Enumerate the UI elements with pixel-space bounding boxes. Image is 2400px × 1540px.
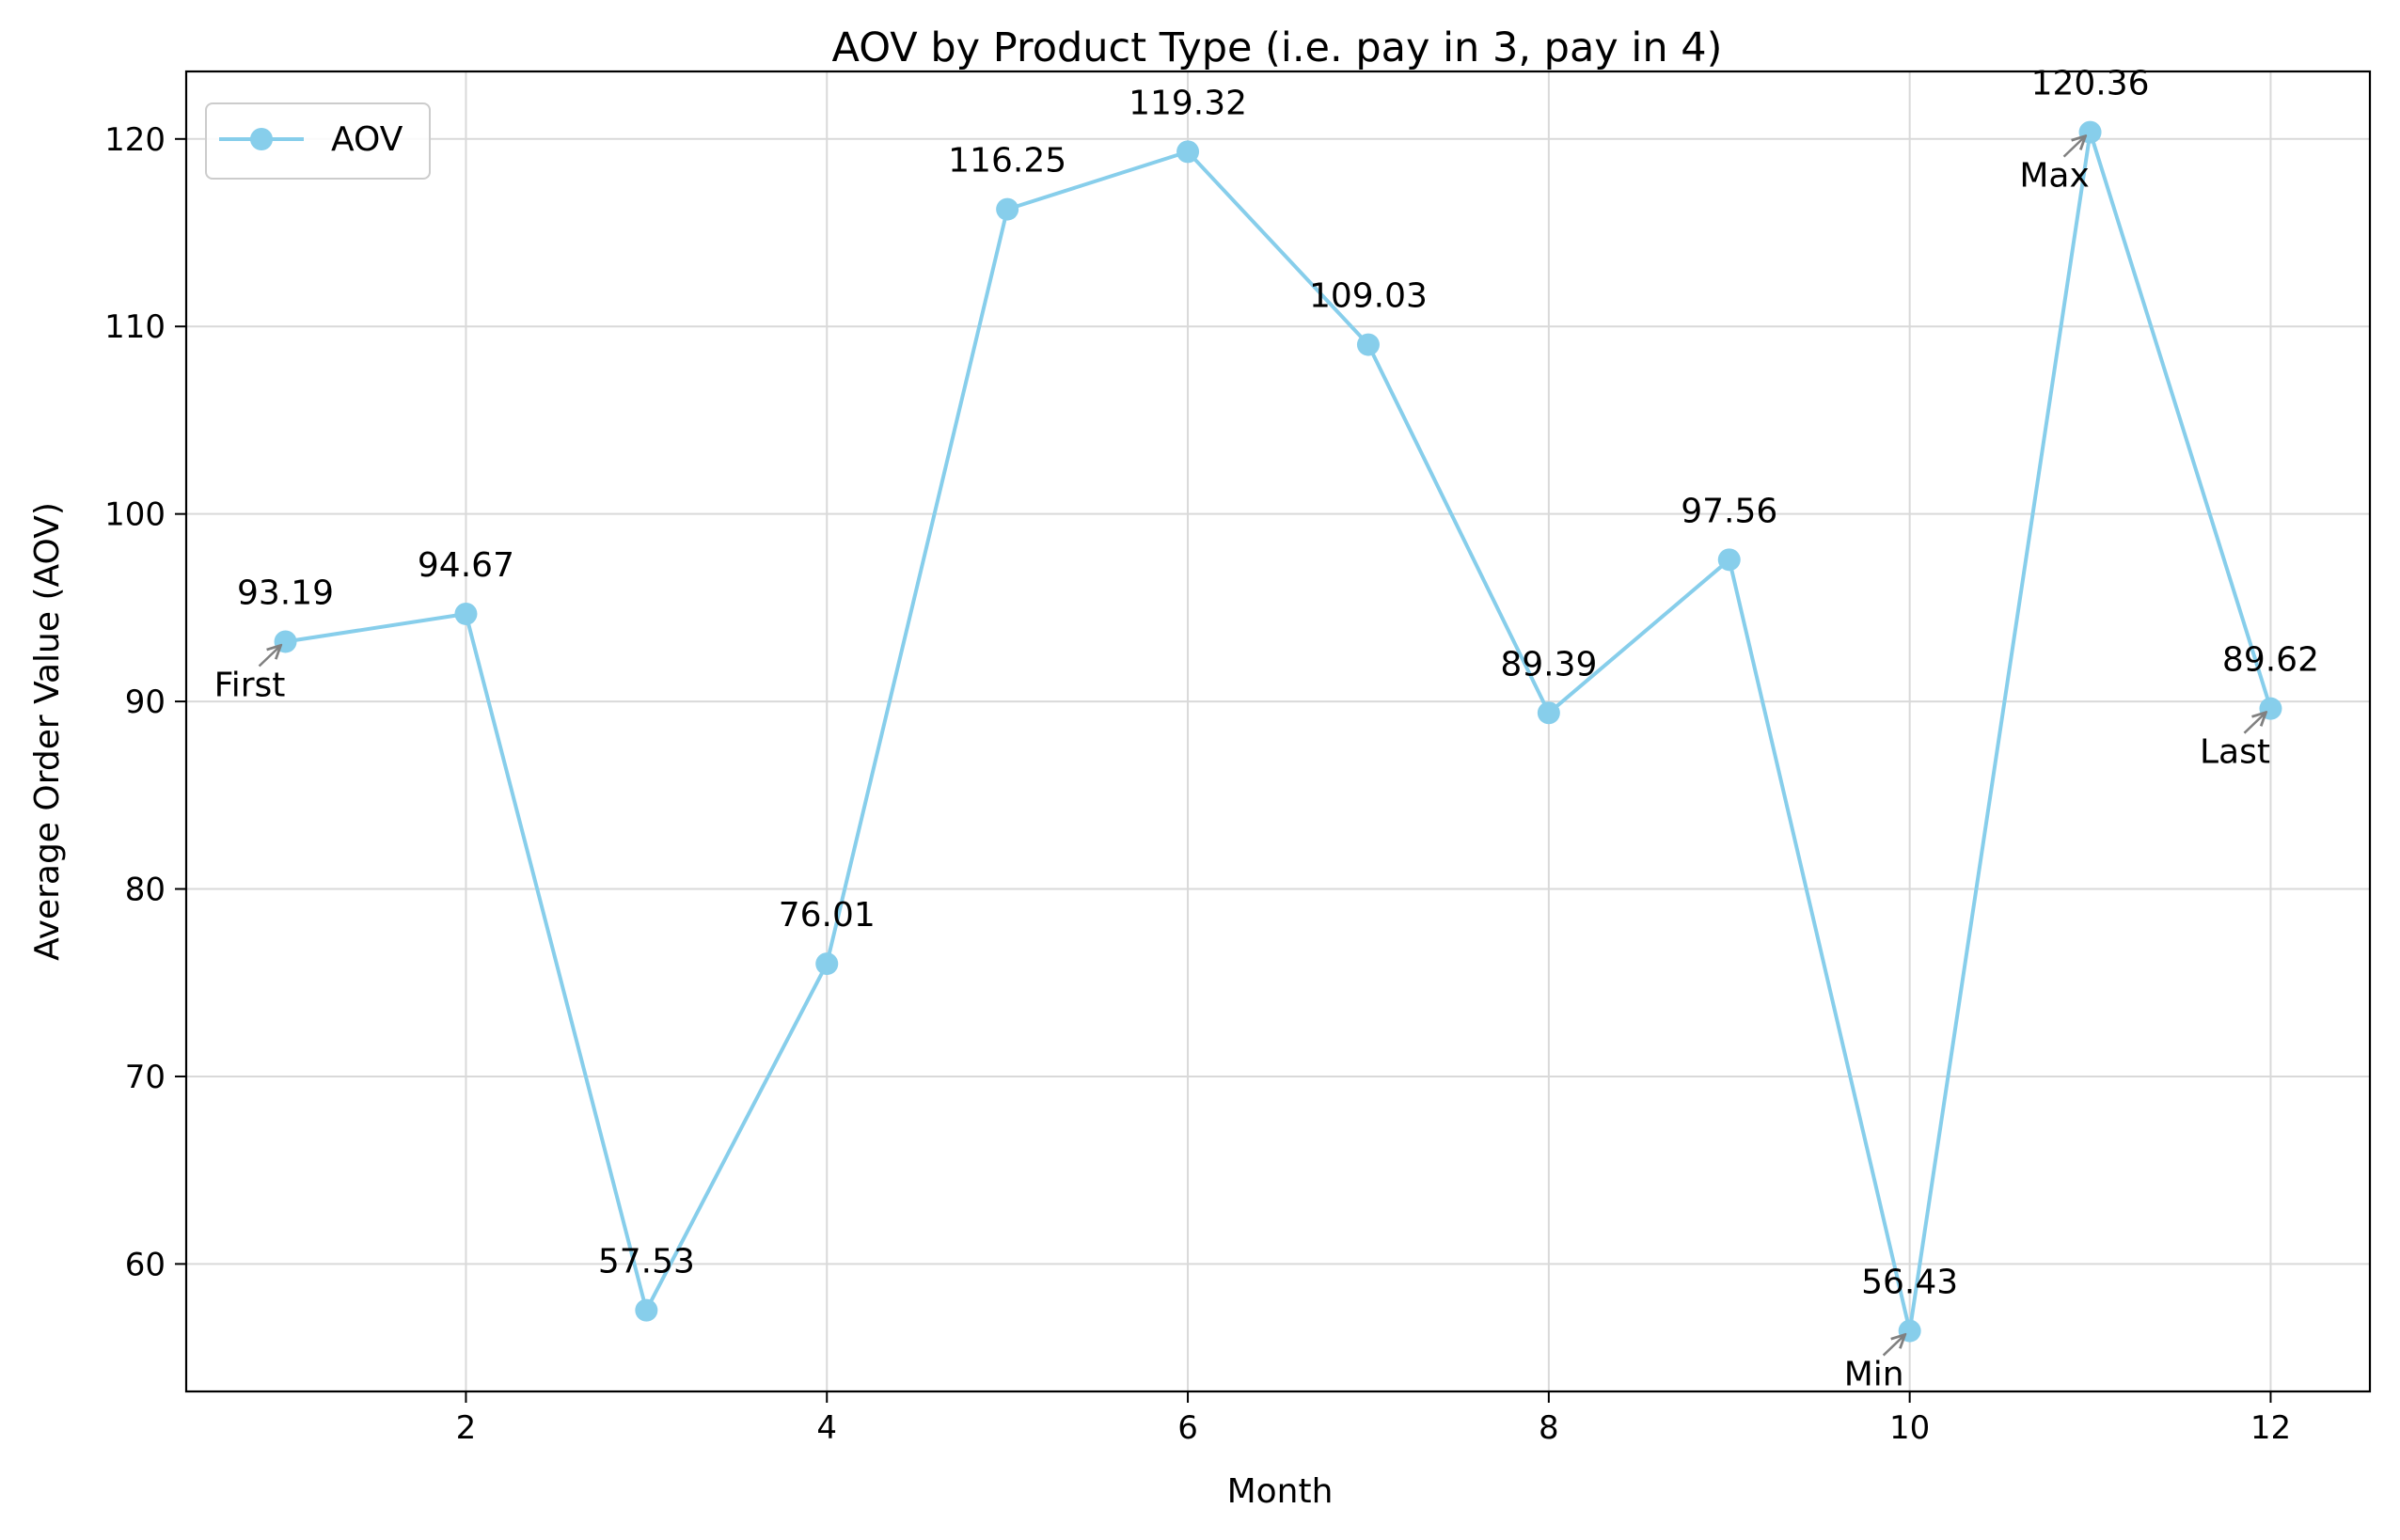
x-axis-ticks: 2 4 6 8 10 12 [456,1391,2291,1447]
y-tick-label: 100 [104,496,166,534]
annotation-label: First [214,666,286,704]
x-tick-label: 10 [1889,1409,1930,1447]
annotation-label: Last [2200,733,2270,772]
x-tick-label: 6 [1177,1409,1198,1447]
y-tick-label: 80 [125,872,166,909]
data-point [454,602,478,625]
data-point [1717,548,1741,572]
y-tick-label: 110 [104,308,166,346]
grid [186,71,2370,1391]
data-label: 93.19 [237,574,334,612]
y-tick-label: 120 [104,121,166,159]
legend-label: AOV [331,120,403,159]
data-label: 109.03 [1309,277,1428,316]
data-point [1537,701,1560,725]
data-label: 120.36 [2031,65,2150,103]
data-label: 89.39 [1500,645,1597,684]
x-tick-label: 4 [816,1409,837,1447]
y-tick-label: 70 [125,1059,166,1096]
chart-title: AOV by Product Type (i.e. pay in 3, pay … [832,24,1723,71]
data-label: 76.01 [779,896,876,935]
annotation-label: Max [2019,157,2089,196]
x-tick-label: 8 [1539,1409,1559,1447]
data-label: 94.67 [418,546,514,585]
annotation-label: Min [1844,1356,1904,1394]
data-label: 57.53 [598,1243,695,1281]
data-point [1176,140,1200,164]
data-labels: 93.19 94.67 57.53 76.01 116.25 119.32 109.03 89… [237,65,2319,1302]
plot-frame [184,70,2372,1393]
series-line [285,130,2273,1333]
y-tick-label: 60 [125,1246,166,1283]
x-tick-label: 12 [2250,1409,2291,1447]
legend-box [205,102,431,180]
data-point [1356,333,1380,356]
data-label: 116.25 [948,142,1066,181]
y-tick-label: 90 [125,684,166,721]
y-axis-ticks: 60 70 80 90 100 110 120 [104,121,186,1283]
annotation-arrow [2243,713,2266,734]
annotation-arrow [2062,136,2086,158]
data-label: 89.62 [2222,641,2319,680]
data-point [635,1298,658,1322]
data-label: 119.32 [1129,84,1247,122]
annotations: First Min Max Last [214,136,2270,1394]
data-label: 56.43 [1861,1264,1958,1302]
legend: AOV [205,102,431,180]
data-point [815,952,839,976]
annotation-arrow [258,645,281,668]
x-axis-title: Month [1227,1472,1334,1511]
x-tick-label: 2 [456,1409,477,1447]
legend-marker-swatch [250,128,273,150]
data-point [996,197,1019,221]
series-aov [274,120,2282,1343]
y-axis-title: Average Order Value (AOV) [28,502,67,961]
annotation-arrow [1882,1335,1905,1357]
data-label: 97.56 [1681,492,1777,530]
